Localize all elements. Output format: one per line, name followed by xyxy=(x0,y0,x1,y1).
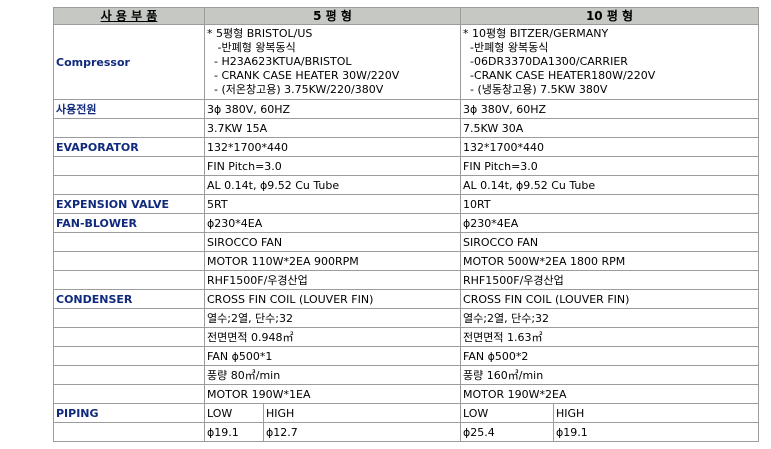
spec-row: FIN Pitch=3.0 FIN Pitch=3.0 xyxy=(53,156,760,176)
spec-row: FAN-BLOWER ϕ230*4EA ϕ230*4EA xyxy=(53,213,760,233)
spec-value-10: FIN Pitch=3.0 xyxy=(460,156,760,176)
piping-5-high-label: HIGH xyxy=(262,403,462,423)
spec-value-5: CROSS FIN COIL (LOUVER FIN) xyxy=(203,289,462,309)
spec-value-5: 3ϕ 380V, 60HZ xyxy=(203,99,462,119)
spec-row: 전면면적 0.948㎡ 전면면적 1.63㎡ xyxy=(53,327,760,347)
spec-row-label xyxy=(53,251,205,271)
spec-row-label: CONDENSER xyxy=(53,289,205,309)
spec-value-5: AL 0.14t, ϕ9.52 Cu Tube xyxy=(203,175,462,195)
spec-value-5: 풍량 80㎥/min xyxy=(203,365,462,385)
spec-value-10: RHF1500F/우경산업 xyxy=(460,270,760,290)
spec-row: 열수;2열, 단수;32 열수;2열, 단수;32 xyxy=(53,308,760,328)
compressor-5-line: - H23A623KTUA/BRISTOL xyxy=(207,55,352,68)
spec-value-10: FAN ϕ500*2 xyxy=(460,346,760,366)
spec-value-10: 7.5KW 30A xyxy=(460,118,760,138)
label-compressor: Compressor xyxy=(53,24,205,100)
row-piping-values: ϕ19.1 ϕ12.7 ϕ25.4 ϕ19.1 xyxy=(53,422,760,442)
header-10pyeong: 10 평 형 xyxy=(460,7,760,25)
spec-value-5: 3.7KW 15A xyxy=(203,118,462,138)
spec-row: AL 0.14t, ϕ9.52 Cu Tube AL 0.14t, ϕ9.52 C… xyxy=(53,175,760,195)
spec-row-label xyxy=(53,118,205,138)
piping-5-high-value: ϕ12.7 xyxy=(262,422,462,442)
compressor-10: * 10평형 BITZER/GERMANY -반폐형 왕복동식 -06DR337… xyxy=(460,24,760,100)
compressor-5-line: - CRANK CASE HEATER 30W/220V xyxy=(207,69,400,82)
piping-5-low-value: ϕ19.1 xyxy=(204,422,264,442)
piping-10-low-value: ϕ25.4 xyxy=(460,422,555,442)
spec-value-10: 3ϕ 380V, 60HZ xyxy=(460,99,760,119)
spec-row: EXPENSION VALVE 5RT 10RT xyxy=(53,194,760,214)
spec-value-5: MOTOR 110W*2EA 900RPM xyxy=(203,251,462,271)
spec-value-5: MOTOR 190W*1EA xyxy=(203,384,462,404)
spec-row: EVAPORATOR 132*1700*440 132*1700*440 xyxy=(53,137,760,157)
spec-value-10: CROSS FIN COIL (LOUVER FIN) xyxy=(460,289,760,309)
spec-value-10: ϕ230*4EA xyxy=(460,213,760,233)
spec-row-label xyxy=(53,365,205,385)
spec-row-label: FAN-BLOWER xyxy=(53,213,205,233)
spec-row-label xyxy=(53,346,205,366)
spec-row: 풍량 80㎥/min 풍량 160㎥/min xyxy=(53,365,760,385)
spec-row: RHF1500F/우경산업 RHF1500F/우경산업 xyxy=(53,270,760,290)
spec-row-label xyxy=(53,232,205,252)
piping-5-low-label: LOW xyxy=(204,403,264,423)
spec-value-10: MOTOR 500W*2EA 1800 RPM xyxy=(460,251,760,271)
spec-value-10: MOTOR 190W*2EA xyxy=(460,384,760,404)
spec-value-5: 132*1700*440 xyxy=(203,137,462,157)
spec-row: 3.7KW 15A 7.5KW 30A xyxy=(53,118,760,138)
compressor-10-line: -CRANK CASE HEATER180W/220V xyxy=(463,69,656,82)
spec-row-label xyxy=(53,156,205,176)
spec-value-10: 전면면적 1.63㎡ xyxy=(460,327,760,347)
label-piping: PIPING xyxy=(53,403,205,423)
spec-value-5: 전면면적 0.948㎡ xyxy=(203,327,462,347)
spec-row: SIROCCO FAN SIROCCO FAN xyxy=(53,232,760,252)
compressor-5-line: * 5평형 BRISTOL/US xyxy=(207,27,313,40)
spec-value-5: SIROCCO FAN xyxy=(203,232,462,252)
compressor-10-line: -06DR3370DA1300/CARRIER xyxy=(463,55,628,68)
spec-row-label: 사용전원 xyxy=(53,99,205,119)
piping-10-high-label: HIGH xyxy=(553,403,760,423)
spec-value-10: SIROCCO FAN xyxy=(460,232,760,252)
header-row: 사 용 부 품 5 평 형 10 평 형 xyxy=(53,7,760,25)
spec-row-label xyxy=(53,327,205,347)
compressor-10-line: - (냉동창고용) 7.5KW 380V xyxy=(463,83,608,96)
header-part: 사 용 부 품 xyxy=(53,7,205,25)
spec-row: 사용전원 3ϕ 380V, 60HZ 3ϕ 380V, 60HZ xyxy=(53,99,760,119)
compressor-5: * 5평형 BRISTOL/US -반폐형 왕복동식 - H23A623KTUA… xyxy=(203,24,462,100)
spec-row: MOTOR 110W*2EA 900RPM MOTOR 500W*2EA 1800… xyxy=(53,251,760,271)
compressor-10-line: * 10평형 BITZER/GERMANY xyxy=(463,27,609,40)
spec-value-5: 5RT xyxy=(203,194,462,214)
spec-row-label xyxy=(53,175,205,195)
spec-row-label: EXPENSION VALVE xyxy=(53,194,205,214)
spec-value-5: ϕ230*4EA xyxy=(203,213,462,233)
row-compressor: Compressor * 5평형 BRISTOL/US -반폐형 왕복동식 - … xyxy=(53,24,760,100)
spec-row: CONDENSER CROSS FIN COIL (LOUVER FIN) CROS… xyxy=(53,289,760,309)
compressor-10-line: -반폐형 왕복동식 xyxy=(463,41,549,54)
spec-row: FAN ϕ500*1 FAN ϕ500*2 xyxy=(53,346,760,366)
spec-value-5: 열수;2열, 단수;32 xyxy=(203,308,462,328)
header-5pyeong: 5 평 형 xyxy=(203,7,462,25)
spec-row-label xyxy=(53,270,205,290)
spec-table: 사 용 부 품 5 평 형 10 평 형 Compressor * 5평형 BR… xyxy=(53,7,760,442)
spec-row-label xyxy=(53,384,205,404)
spec-row-label: EVAPORATOR xyxy=(53,137,205,157)
spec-row: MOTOR 190W*1EA MOTOR 190W*2EA xyxy=(53,384,760,404)
piping-10-low-label: LOW xyxy=(460,403,555,423)
spec-value-5: RHF1500F/우경산업 xyxy=(203,270,462,290)
spec-value-10: 열수;2열, 단수;32 xyxy=(460,308,760,328)
label-empty xyxy=(53,422,205,442)
compressor-5-line: - (저온창고용) 3.75KW/220/380V xyxy=(207,83,384,96)
spec-value-10: 132*1700*440 xyxy=(460,137,760,157)
spec-value-10: AL 0.14t, ϕ9.52 Cu Tube xyxy=(460,175,760,195)
spec-value-10: 10RT xyxy=(460,194,760,214)
row-piping: PIPING LOW HIGH LOW HIGH xyxy=(53,403,760,423)
spec-value-5: FAN ϕ500*1 xyxy=(203,346,462,366)
spec-row-label xyxy=(53,308,205,328)
piping-10-high-value: ϕ19.1 xyxy=(553,422,760,442)
compressor-5-line: -반폐형 왕복동식 xyxy=(207,41,296,54)
spec-value-5: FIN Pitch=3.0 xyxy=(203,156,462,176)
spec-value-10: 풍량 160㎥/min xyxy=(460,365,760,385)
